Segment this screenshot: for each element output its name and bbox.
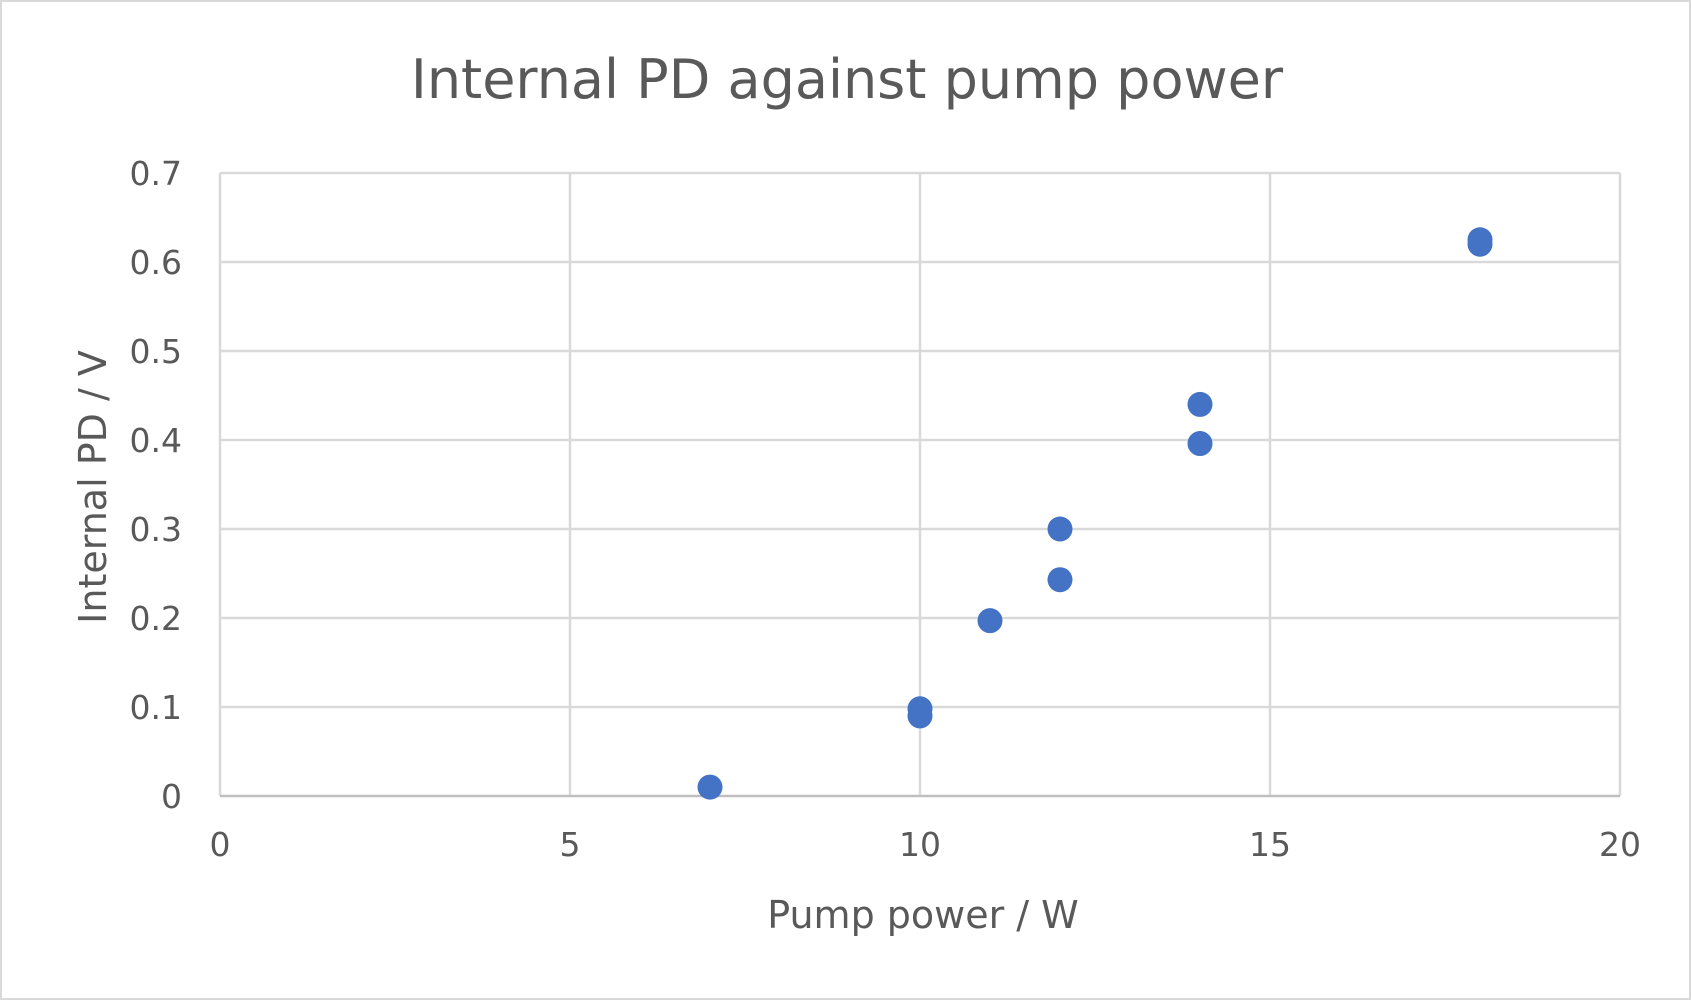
y-tick-label: 0.5 <box>130 332 182 371</box>
data-points <box>697 227 1493 800</box>
data-point <box>907 703 933 729</box>
y-tick-label: 0 <box>161 777 182 816</box>
y-tick-label: 0.1 <box>130 688 182 727</box>
y-tick-label: 0.6 <box>130 243 182 282</box>
x-tick-label: 0 <box>210 825 231 864</box>
data-point <box>1187 391 1213 417</box>
data-point <box>1047 516 1073 542</box>
tick-labels: 0 0.1 0.2 0.3 0.4 0.5 0.6 0.7 0 5 10 15 20 <box>130 154 1641 864</box>
x-tick-label: 15 <box>1249 825 1291 864</box>
chart-title: Internal PD against pump power <box>411 48 1284 111</box>
x-axis-title: Pump power / W <box>767 893 1079 937</box>
y-axis-title: Internal PD / V <box>71 350 115 624</box>
x-tick-label: 5 <box>560 825 581 864</box>
data-point <box>1187 431 1213 457</box>
data-point <box>977 608 1003 634</box>
x-tick-label: 20 <box>1599 825 1641 864</box>
gridlines <box>218 171 1622 796</box>
y-tick-label: 0.3 <box>130 510 182 549</box>
y-tick-label: 0.2 <box>130 599 182 638</box>
y-tick-label: 0.4 <box>130 421 182 460</box>
x-tick-label: 10 <box>899 825 941 864</box>
data-point <box>1047 567 1073 593</box>
data-point <box>1467 231 1493 257</box>
data-point <box>697 774 723 800</box>
y-tick-label: 0.7 <box>130 154 182 193</box>
